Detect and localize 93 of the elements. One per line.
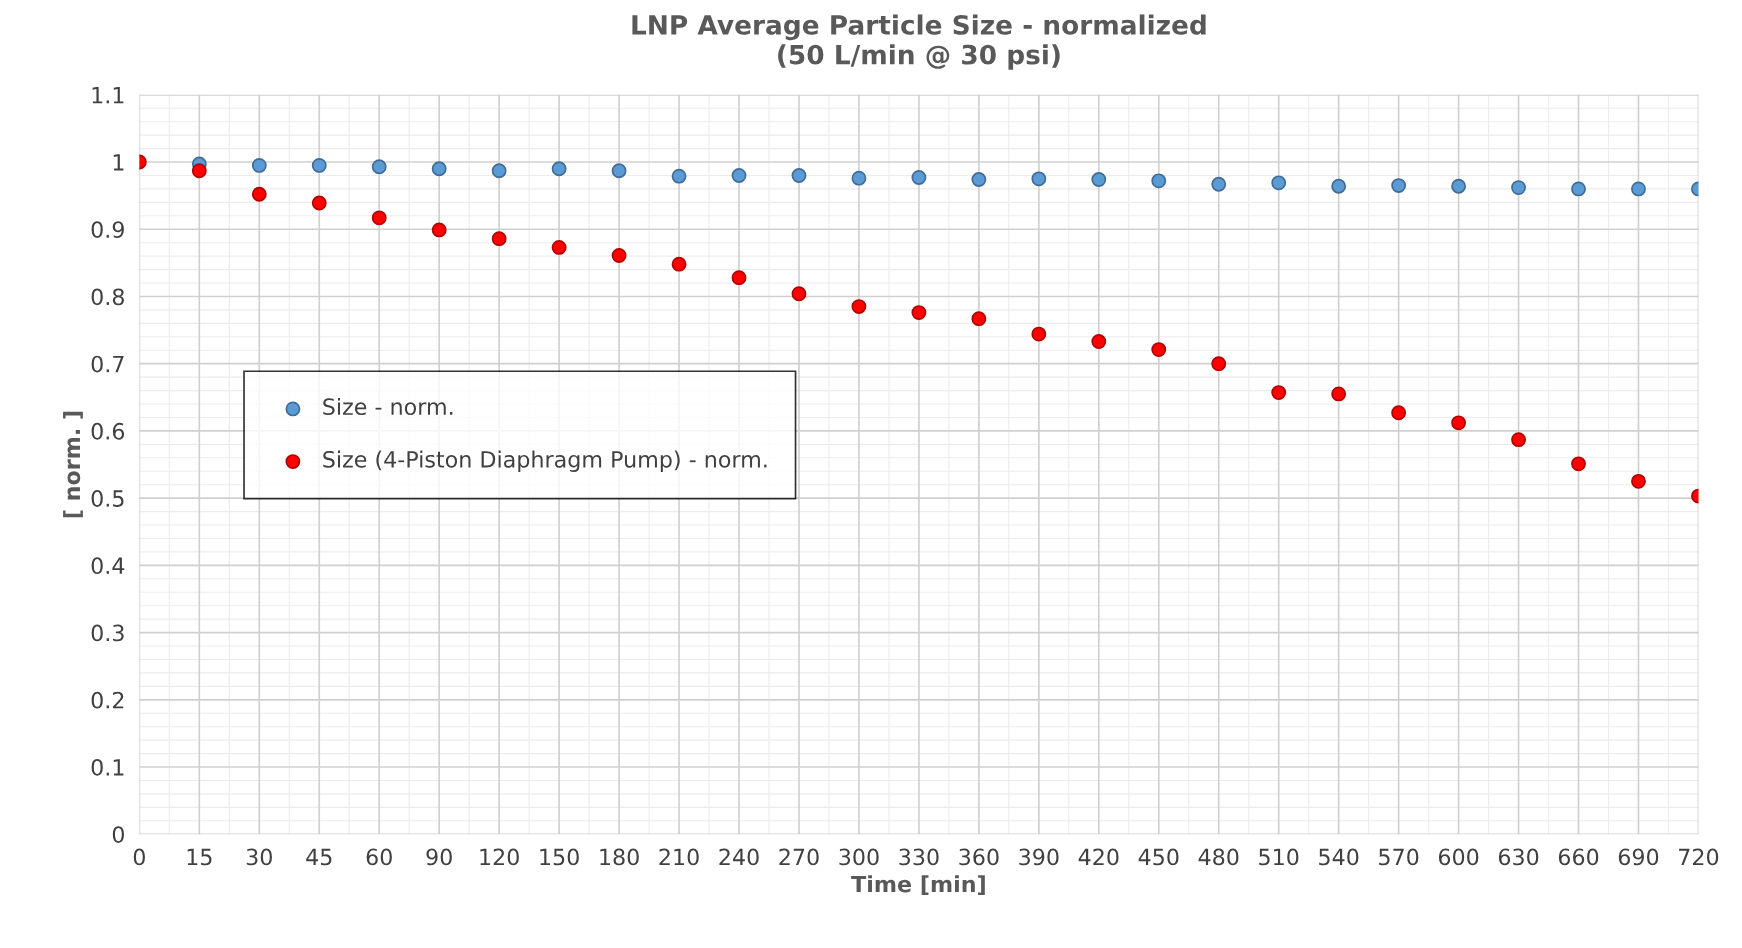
x-tick-label: 30 [246,848,272,866]
point [971,311,987,327]
y-tick-label: 0.6 [91,422,125,440]
point [1451,415,1467,431]
x-tick-label: 270 [779,848,819,866]
point [371,159,387,175]
point [491,231,507,247]
point [1211,356,1227,372]
y-tick-label: 0.3 [91,624,124,642]
point [491,163,507,179]
y-tick-label: 0.9 [91,221,124,238]
point [1211,176,1227,192]
point [1031,171,1047,187]
point [1631,473,1646,489]
y-tick-label: 0 [112,826,124,843]
point [1331,386,1347,402]
x-tick-label: 60 [366,848,392,866]
x-tick-label: 510 [1259,848,1299,866]
x-tick-label: 210 [659,848,699,866]
y-tick-label: 0.4 [91,557,125,575]
x-tick-label: 390 [1019,848,1059,866]
point [1271,385,1287,401]
x-tick-label: 570 [1379,848,1419,866]
point [731,270,747,286]
x-tick-label: 660 [1558,848,1599,866]
point [1571,181,1586,197]
y-tick-label: 0.1 [91,758,124,776]
x-tick-label: 480 [1198,848,1239,866]
x-tick-label: 600 [1438,848,1479,866]
point [791,168,807,183]
point [1631,181,1646,197]
y-axis-title: [ norm. ] [63,411,83,518]
x-tick-label: 450 [1138,848,1179,866]
point [251,157,267,173]
x-tick-label: 15 [187,848,212,866]
legend-label: Size - norm. [323,397,453,416]
x-tick-label: 180 [600,848,639,866]
point [431,222,447,238]
point [671,256,687,272]
x-tick-label: 120 [480,848,519,866]
point [1331,178,1347,194]
point [1271,175,1287,191]
x-tick-label: 300 [839,848,879,866]
y-tick-label: 1.1 [92,87,124,104]
point [1151,173,1167,189]
point [611,248,627,263]
point [1091,334,1107,349]
point [251,186,267,202]
x-axis-title: Time [min] [851,875,985,896]
legend-label: Size (4-Piston Diaphragm Pump) - norm. [323,450,767,472]
x-tick-label: 240 [719,848,759,866]
x-tick-label: 630 [1498,848,1539,866]
point [851,170,867,186]
x-tick-label: 45 [306,848,332,866]
point [1391,405,1407,421]
point [1091,172,1107,187]
point [971,172,987,187]
point [791,286,807,302]
point [1511,180,1526,195]
x-tick-label: 150 [540,848,579,866]
y-tick-label: 1 [113,154,124,171]
point [911,305,927,321]
y-tick-label: 0.7 [91,355,124,373]
point [551,161,567,177]
point [1571,456,1586,472]
x-tick-label: 690 [1618,848,1659,866]
x-tick-label: 420 [1078,848,1119,866]
point [1391,178,1407,193]
y-tick-label: 0.5 [91,490,124,507]
point [731,168,747,183]
point [671,168,687,184]
point [311,195,327,211]
point [551,239,567,255]
point [911,170,927,185]
y-tick-label: 0.8 [91,288,124,306]
point [851,299,867,314]
x-tick-label: 720 [1679,848,1719,866]
point [1451,178,1467,194]
x-tick-label: 540 [1319,848,1359,866]
point [1511,432,1526,448]
point [1031,326,1047,342]
point [371,210,387,226]
point [611,163,627,179]
x-tick-label: 0 [133,848,145,866]
point [431,161,447,177]
x-tick-label: 360 [959,848,999,866]
point [191,163,207,179]
chart-title: LNP Average Particle Size - normalized (50 L/min @ 30 psi) [632,14,1206,70]
y-tick-label: 0.2 [91,691,124,709]
point [1151,342,1167,357]
x-tick-label: 90 [426,848,452,866]
x-tick-label: 330 [899,848,939,866]
point [311,157,327,173]
